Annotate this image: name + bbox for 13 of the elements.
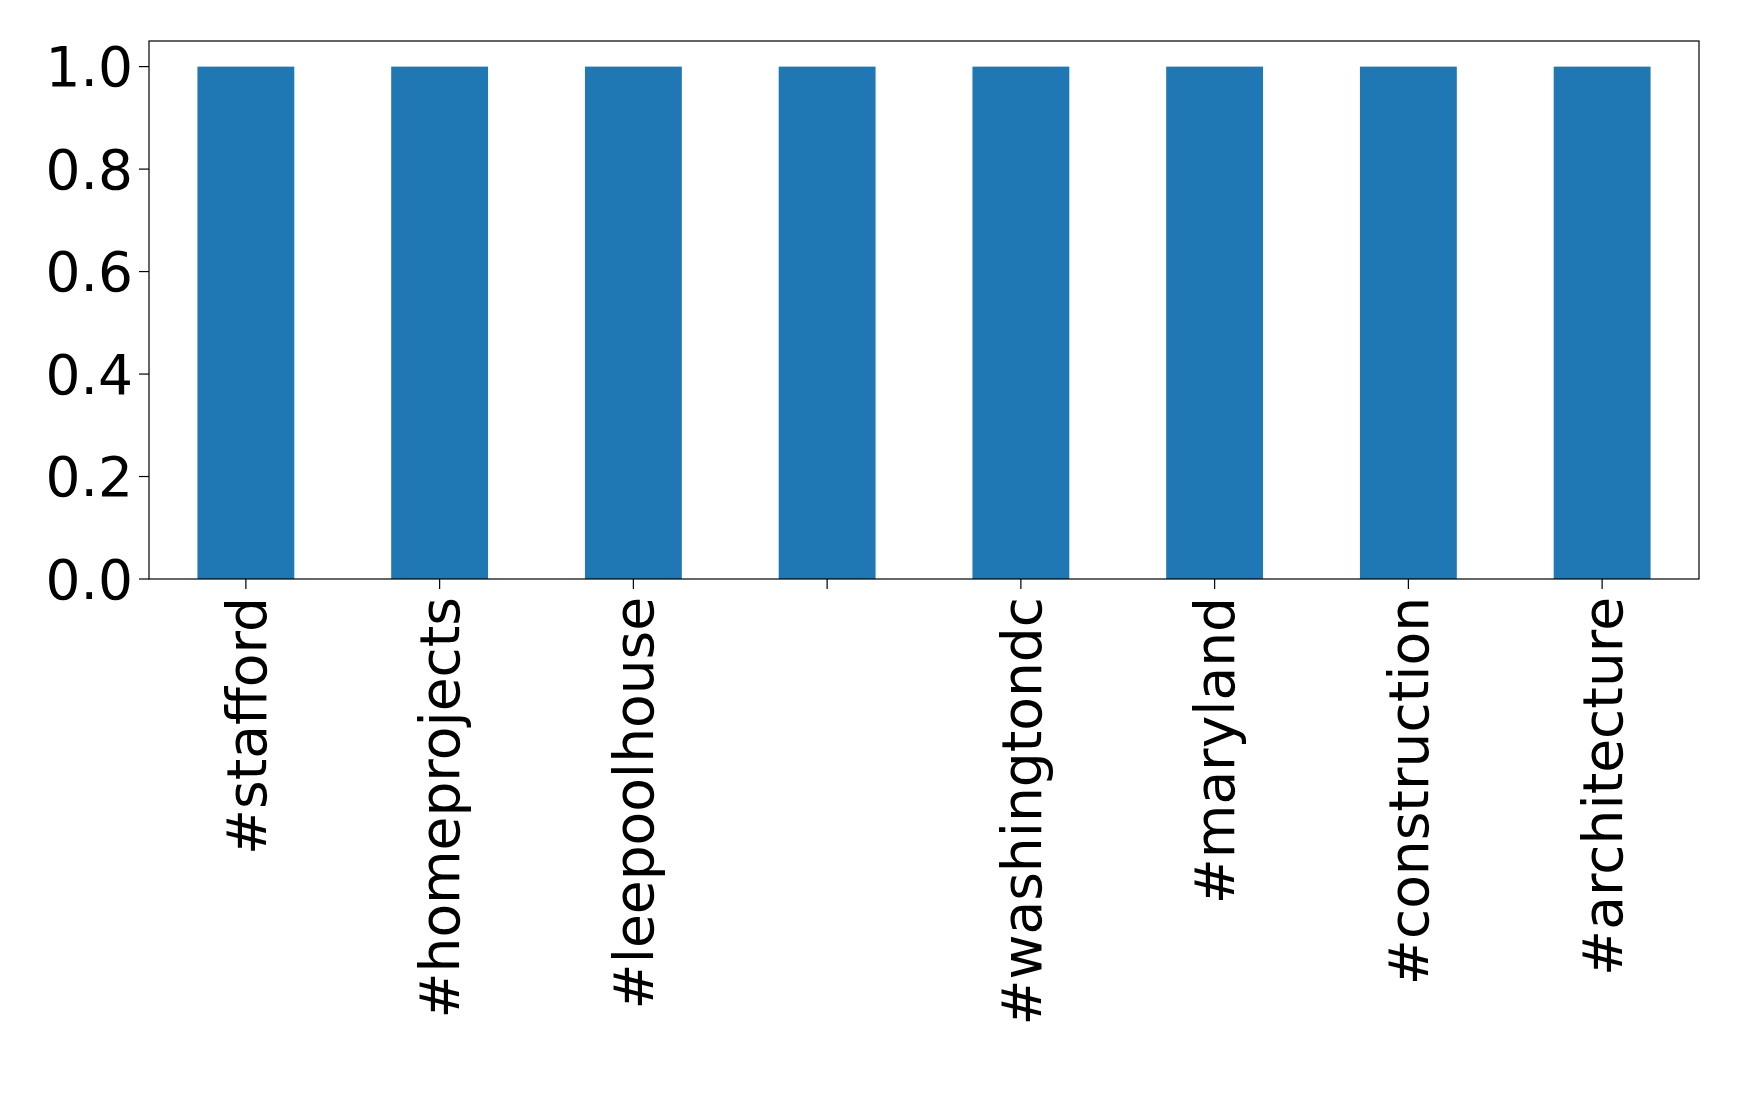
x-tick-label: #maryland bbox=[1183, 597, 1248, 905]
y-tick-label: 0.0 bbox=[45, 547, 133, 612]
x-tick-label: #washingtondc bbox=[989, 597, 1054, 1026]
x-tick-label: #architecture bbox=[1570, 597, 1635, 976]
x-tick-label: #stafford bbox=[214, 597, 279, 856]
y-tick-label: 0.2 bbox=[45, 445, 133, 510]
x-tick-label: #leepoolhouse bbox=[602, 597, 667, 1010]
x-tick-label: #homeprojects bbox=[408, 597, 473, 1019]
x-tick-label: #construction bbox=[1377, 597, 1442, 986]
y-tick-label: 0.4 bbox=[45, 342, 133, 407]
y-tick-label: 0.6 bbox=[45, 240, 133, 305]
y-tick-label: 1.0 bbox=[45, 35, 133, 100]
y-tick-label: 0.8 bbox=[45, 137, 133, 202]
